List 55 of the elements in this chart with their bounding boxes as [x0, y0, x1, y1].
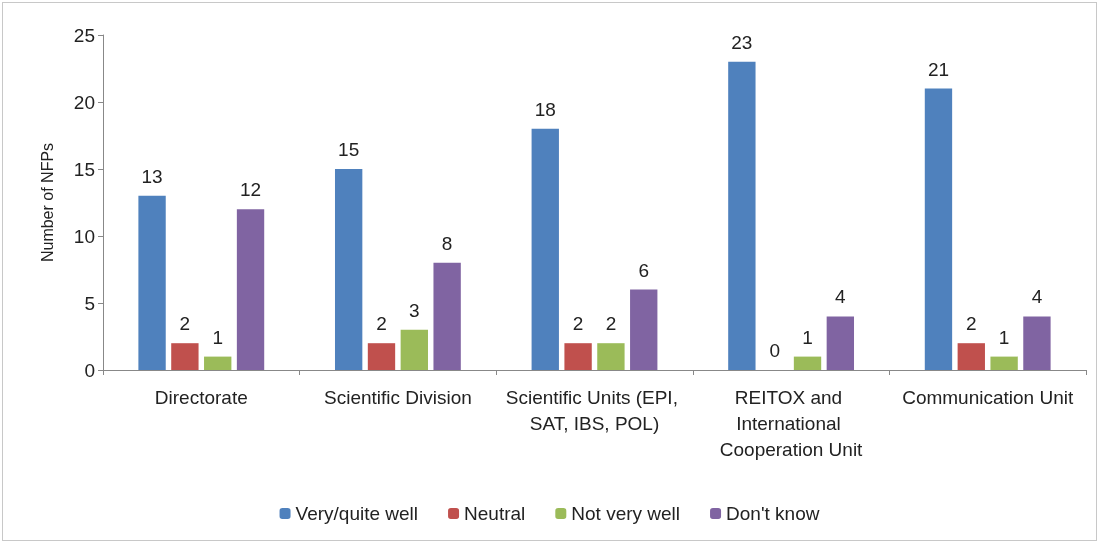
- bar: [990, 356, 1018, 370]
- data-label: 18: [534, 98, 556, 120]
- x-tick-label: Scientific Division: [323, 386, 472, 408]
- x-tick-label: Communication Unit: [902, 386, 1074, 408]
- data-label: 2: [605, 313, 617, 335]
- data-label: 0: [769, 340, 780, 361]
- data-label: 3: [409, 299, 420, 321]
- bar: [531, 128, 559, 370]
- data-label: 1: [998, 326, 1010, 348]
- x-tick-label: Directorate: [154, 386, 248, 408]
- data-label: 1: [802, 326, 813, 348]
- data-label: 6: [638, 259, 650, 281]
- bar: [334, 169, 363, 370]
- y-tick-label: 0: [84, 359, 95, 381]
- data-label: 23: [731, 31, 753, 53]
- bar: [171, 343, 199, 370]
- bar: [793, 356, 822, 370]
- legend-label: Very/quite well: [295, 503, 419, 524]
- y-tick-label: 5: [84, 292, 95, 314]
- data-label: 2: [376, 313, 387, 335]
- data-label: 12: [239, 179, 262, 201]
- data-label: 8: [441, 232, 453, 254]
- bar: [138, 195, 166, 370]
- data-label: 2: [179, 313, 191, 335]
- data-label: 4: [835, 286, 847, 308]
- data-label: 21: [927, 58, 950, 80]
- data-label: 2: [966, 313, 977, 335]
- bar: [924, 88, 953, 370]
- data-label: 13: [141, 165, 163, 187]
- bar: [728, 61, 756, 370]
- x-tick-label: REITOX and International Cooperation Unit: [719, 386, 864, 460]
- bar: [826, 316, 855, 370]
- bar: [236, 209, 265, 370]
- data-label: 1: [212, 326, 223, 348]
- bar: [1023, 316, 1051, 370]
- bar: [597, 343, 625, 370]
- bar: [433, 262, 461, 370]
- y-tick-label: 20: [73, 91, 95, 113]
- legend-label: Don't know: [726, 503, 820, 524]
- legend-label: Neutral: [464, 503, 526, 524]
- bar: [204, 356, 232, 370]
- bar: [400, 329, 428, 370]
- y-tick-label: 15: [73, 158, 95, 180]
- data-label: 15: [338, 139, 360, 160]
- bar: [367, 343, 396, 370]
- bar: [957, 343, 985, 370]
- y-tick-label: 25: [73, 24, 95, 46]
- data-label: 2: [572, 313, 584, 335]
- bar: [564, 343, 592, 370]
- y-tick-label: 10: [73, 225, 95, 247]
- y-axis-title: Number of NFPs: [38, 142, 56, 263]
- legend-label: Not very well: [571, 503, 681, 524]
- bar: [630, 289, 658, 370]
- x-tick-label: Scientific Units (EPI, SAT, IBS, POL): [505, 386, 684, 434]
- data-label: 4: [1031, 286, 1043, 308]
